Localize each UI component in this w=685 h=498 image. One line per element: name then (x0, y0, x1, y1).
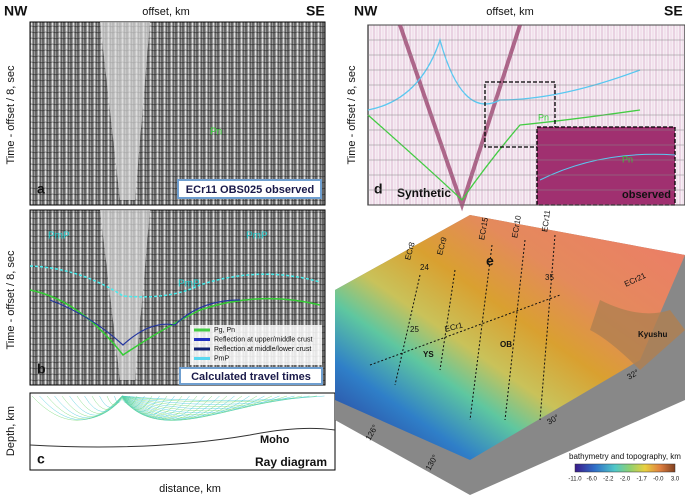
y-axis-label: Time - offset / 8, sec (5, 65, 17, 165)
ray (121, 395, 243, 420)
station-label: 24 (420, 263, 429, 272)
station-label: 25 (410, 325, 419, 334)
colorbar-tick: -2.2 (603, 477, 614, 483)
ray (114, 395, 123, 404)
panel-letter: e (486, 253, 494, 269)
panel-c: Depth, km c Moho Ray diagram distance, k… (5, 392, 336, 495)
ray (121, 395, 265, 417)
ray (91, 395, 123, 410)
x-axis-label: offset, km (486, 6, 533, 18)
phase-label: PmP (48, 231, 70, 242)
phase-label: PmP (246, 231, 268, 242)
legend (190, 325, 322, 365)
colorbar-label: bathymetry and topography, km (569, 452, 681, 461)
colorbar-tick: 3.0 (671, 477, 680, 483)
phase-label: PmP (178, 279, 200, 290)
ray (84, 395, 123, 412)
panel-a: NW SE offset, km Time - offset / 8, sec … (4, 3, 326, 206)
legend-label: Reflection at upper/middle crust (214, 336, 312, 343)
ray (99, 395, 123, 408)
caption-box (177, 179, 322, 199)
observed-inset (536, 126, 676, 206)
x-axis-label: distance, km (159, 483, 221, 495)
reflection-curve (49, 299, 241, 346)
profile-label: ECr11 (540, 209, 552, 233)
ray (121, 395, 228, 421)
caption-box (179, 367, 323, 385)
pg-curve (29, 289, 321, 357)
legend-label: PmP (214, 355, 230, 362)
ray (46, 395, 123, 420)
place-label: OB (500, 340, 512, 349)
synthetic-label: Synthetic (397, 186, 451, 200)
panel-letter: b (37, 361, 46, 377)
legend-label: Pg, Pn (214, 327, 235, 334)
ray (121, 395, 235, 421)
place-label: Kyushu (638, 330, 667, 339)
colorbar-tick: -6.0 (586, 477, 597, 483)
caption: Calculated travel times (191, 371, 311, 383)
y-axis-label: Time - offset / 8, sec (346, 65, 358, 165)
station-label: 35 (545, 273, 554, 282)
panel-letter: a (37, 181, 45, 197)
ray (121, 395, 258, 418)
y-axis-label: Time - offset / 8, sec (5, 250, 17, 350)
profile-label: ECr15 (477, 216, 490, 240)
caption: Ray diagram (255, 455, 327, 469)
panel-b: Time - offset / 8, sec b PmP PmP PmP Pg,… (5, 209, 326, 386)
map-surface (335, 215, 685, 460)
ray (121, 395, 288, 412)
ray-diagram (29, 392, 336, 471)
ray (31, 395, 123, 421)
zoom-box (484, 81, 556, 148)
colorbar-tick: -2.0 (620, 477, 631, 483)
seismic-section (29, 21, 326, 206)
pmp-curve (29, 265, 321, 298)
ray (121, 395, 280, 414)
kyushu-land (590, 300, 685, 370)
ray (121, 395, 325, 401)
colorbar-tick: -0.0 (653, 477, 664, 483)
moho-line (29, 427, 336, 448)
y-axis-label: Depth, km (5, 406, 17, 456)
se-label: SE (306, 3, 325, 19)
colorbar-tick: -1.7 (636, 477, 647, 483)
phase-label: Pn (538, 112, 549, 122)
panel-letter: c (37, 451, 45, 467)
panel-letter: d (374, 181, 383, 197)
observed-label: observed (622, 189, 671, 201)
nw-label: NW (354, 3, 378, 19)
ray (121, 395, 273, 415)
ray (121, 395, 250, 419)
phase-label: Pn (622, 154, 633, 164)
legend-label: Reflection at middle/lower crust (214, 346, 311, 353)
se-label: SE (664, 3, 683, 19)
caption: ECr11 OBS025 observed (186, 184, 314, 196)
near-offset (100, 22, 150, 200)
panel-d: Time - offset / 8, sec NW SE offset, km … (346, 3, 685, 212)
colorbar (574, 463, 676, 473)
phase-label: Pn (210, 127, 222, 138)
place-label: YS (423, 350, 434, 359)
profile-label: ECr10 (510, 214, 523, 238)
near-offset (100, 210, 150, 380)
ray (121, 395, 310, 405)
x-axis-label: offset, km (142, 6, 189, 18)
inset-curve (539, 153, 676, 181)
colorbar-tick: -11.0 (568, 477, 582, 483)
nw-label: NW (4, 3, 28, 19)
profile-lines (369, 234, 561, 421)
moho-label: Moho (260, 434, 290, 446)
ray (106, 395, 123, 406)
pmp-curve (367, 37, 641, 111)
